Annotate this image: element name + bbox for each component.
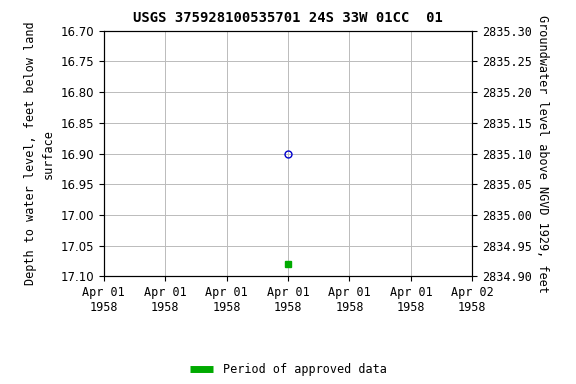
Legend: Period of approved data: Period of approved data (185, 359, 391, 381)
Y-axis label: Groundwater level above NGVD 1929, feet: Groundwater level above NGVD 1929, feet (536, 15, 548, 293)
Y-axis label: Depth to water level, feet below land
surface: Depth to water level, feet below land su… (24, 22, 55, 285)
Title: USGS 375928100535701 24S 33W 01CC  01: USGS 375928100535701 24S 33W 01CC 01 (133, 12, 443, 25)
